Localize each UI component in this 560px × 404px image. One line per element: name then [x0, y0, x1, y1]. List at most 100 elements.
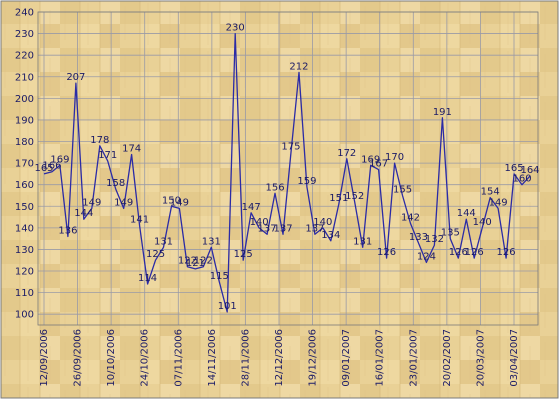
x-tick-label-4: 07/11/2006	[173, 329, 184, 387]
y-tick-label-5: 150	[15, 202, 34, 213]
data-label-59: 165	[505, 163, 524, 174]
series	[43, 32, 531, 313]
data-label-18: 122	[178, 256, 197, 267]
data-label-12: 141	[130, 215, 149, 226]
data-label-29: 156	[266, 182, 285, 193]
data-label-17: 149	[170, 197, 189, 208]
data-label-61: 164	[520, 165, 539, 176]
data-label-45: 155	[393, 184, 412, 195]
x-tick-label-1: 26/09/2006	[73, 329, 84, 387]
data-label-1: 166	[42, 161, 61, 172]
data-label-35: 140	[313, 217, 332, 228]
x-tick-label-9: 09/01/2007	[341, 329, 352, 387]
data-label-36: 134	[321, 230, 340, 241]
data-label-30: 137	[273, 223, 292, 234]
y-tick-label-0: 100	[15, 310, 34, 321]
y-tick-label-13: 230	[15, 29, 34, 40]
y-tick-label-9: 190	[15, 115, 34, 126]
data-label-54: 126	[465, 247, 484, 258]
data-label-39: 152	[345, 191, 364, 202]
data-label-25: 125	[234, 249, 253, 260]
y-tick-label-14: 240	[15, 8, 34, 19]
x-tick-label-7: 12/12/2006	[274, 329, 285, 387]
data-label-28: 137	[258, 223, 277, 234]
y-tick-label-2: 120	[15, 267, 34, 278]
data-label-19: 121	[186, 258, 205, 269]
data-label-31: 175	[281, 141, 300, 152]
x-tick-label-0: 12/09/2006	[39, 329, 50, 387]
y-tick-label-4: 140	[15, 223, 34, 234]
data-label-14: 125	[146, 249, 165, 260]
data-label-57: 149	[489, 197, 508, 208]
y-tick-label-1: 110	[15, 288, 34, 299]
data-label-23: 101	[218, 301, 237, 312]
data-label-11: 174	[122, 143, 141, 154]
data-label-20: 122	[194, 256, 213, 267]
x-tick-label-5: 14/11/2006	[207, 329, 218, 387]
data-label-48: 124	[417, 251, 436, 262]
data-label-55: 140	[473, 217, 492, 228]
data-label-4: 207	[66, 72, 85, 83]
axes: 100 110 120 130 140 150 160 170 180 190 200 210 220 2…	[15, 8, 539, 387]
data-label-32: 212	[289, 61, 308, 72]
data-label-0: 165	[34, 163, 53, 174]
data-label-8: 171	[98, 150, 117, 161]
data-label-58: 126	[497, 247, 516, 258]
data-label-3: 136	[58, 225, 77, 236]
data-label-40: 131	[353, 236, 372, 247]
data-label-56: 154	[481, 187, 500, 198]
data-label-9: 158	[106, 178, 125, 189]
plot-frame	[37, 11, 539, 326]
data-label-15: 131	[154, 236, 173, 247]
data-label-10: 149	[114, 197, 133, 208]
x-tick-label-12: 20/02/2007	[442, 329, 453, 387]
x-tick-label-10: 16/01/2007	[375, 329, 386, 387]
data-label-42: 167	[369, 159, 388, 170]
y-tick-label-10: 200	[15, 94, 34, 105]
data-label-49: 132	[425, 234, 444, 245]
data-label-41: 169	[361, 154, 380, 165]
data-label-7: 178	[90, 135, 109, 146]
data-label-44: 170	[385, 152, 404, 163]
data-label-52: 126	[449, 247, 468, 258]
y-tick-label-8: 180	[15, 137, 34, 148]
data-labels: 1651661691362071441491781711581491741411…	[34, 23, 539, 312]
y-tick-label-6: 160	[15, 180, 34, 191]
series-line	[43, 32, 531, 313]
grid	[38, 11, 538, 325]
x-tick-label-3: 24/10/2006	[140, 329, 151, 387]
x-tick-label-11: 23/01/2007	[408, 329, 419, 387]
x-tick-label-8: 19/12/2006	[308, 329, 319, 387]
data-label-13: 114	[138, 273, 157, 284]
data-label-21: 131	[202, 236, 221, 247]
y-tick-label-12: 220	[15, 51, 34, 62]
x-tick-label-14: 03/04/2007	[509, 329, 520, 387]
data-label-37: 151	[329, 193, 348, 204]
data-label-2: 169	[50, 154, 69, 165]
data-label-46: 142	[401, 213, 420, 224]
data-label-22: 115	[210, 271, 229, 282]
data-label-53: 144	[457, 208, 476, 219]
y-tick-label-7: 170	[15, 159, 34, 170]
data-label-34: 137	[305, 223, 324, 234]
data-label-60: 160	[512, 174, 531, 185]
data-label-24: 230	[226, 23, 245, 34]
data-label-27: 140	[250, 217, 269, 228]
data-label-47: 133	[409, 232, 428, 243]
data-label-38: 172	[337, 148, 356, 159]
data-label-5: 144	[74, 208, 93, 219]
x-tick-label-13: 20/03/2007	[475, 329, 486, 387]
y-tick-label-3: 130	[15, 245, 34, 256]
data-label-33: 159	[297, 176, 316, 187]
data-label-50: 191	[433, 107, 452, 118]
x-tick-label-2: 10/10/2006	[106, 329, 117, 387]
data-label-26: 147	[242, 202, 261, 213]
y-tick-label-11: 210	[15, 72, 34, 83]
data-label-6: 149	[82, 197, 101, 208]
data-label-16: 150	[162, 195, 181, 206]
data-label-43: 126	[377, 247, 396, 258]
x-tick-label-6: 28/11/2006	[240, 329, 251, 387]
